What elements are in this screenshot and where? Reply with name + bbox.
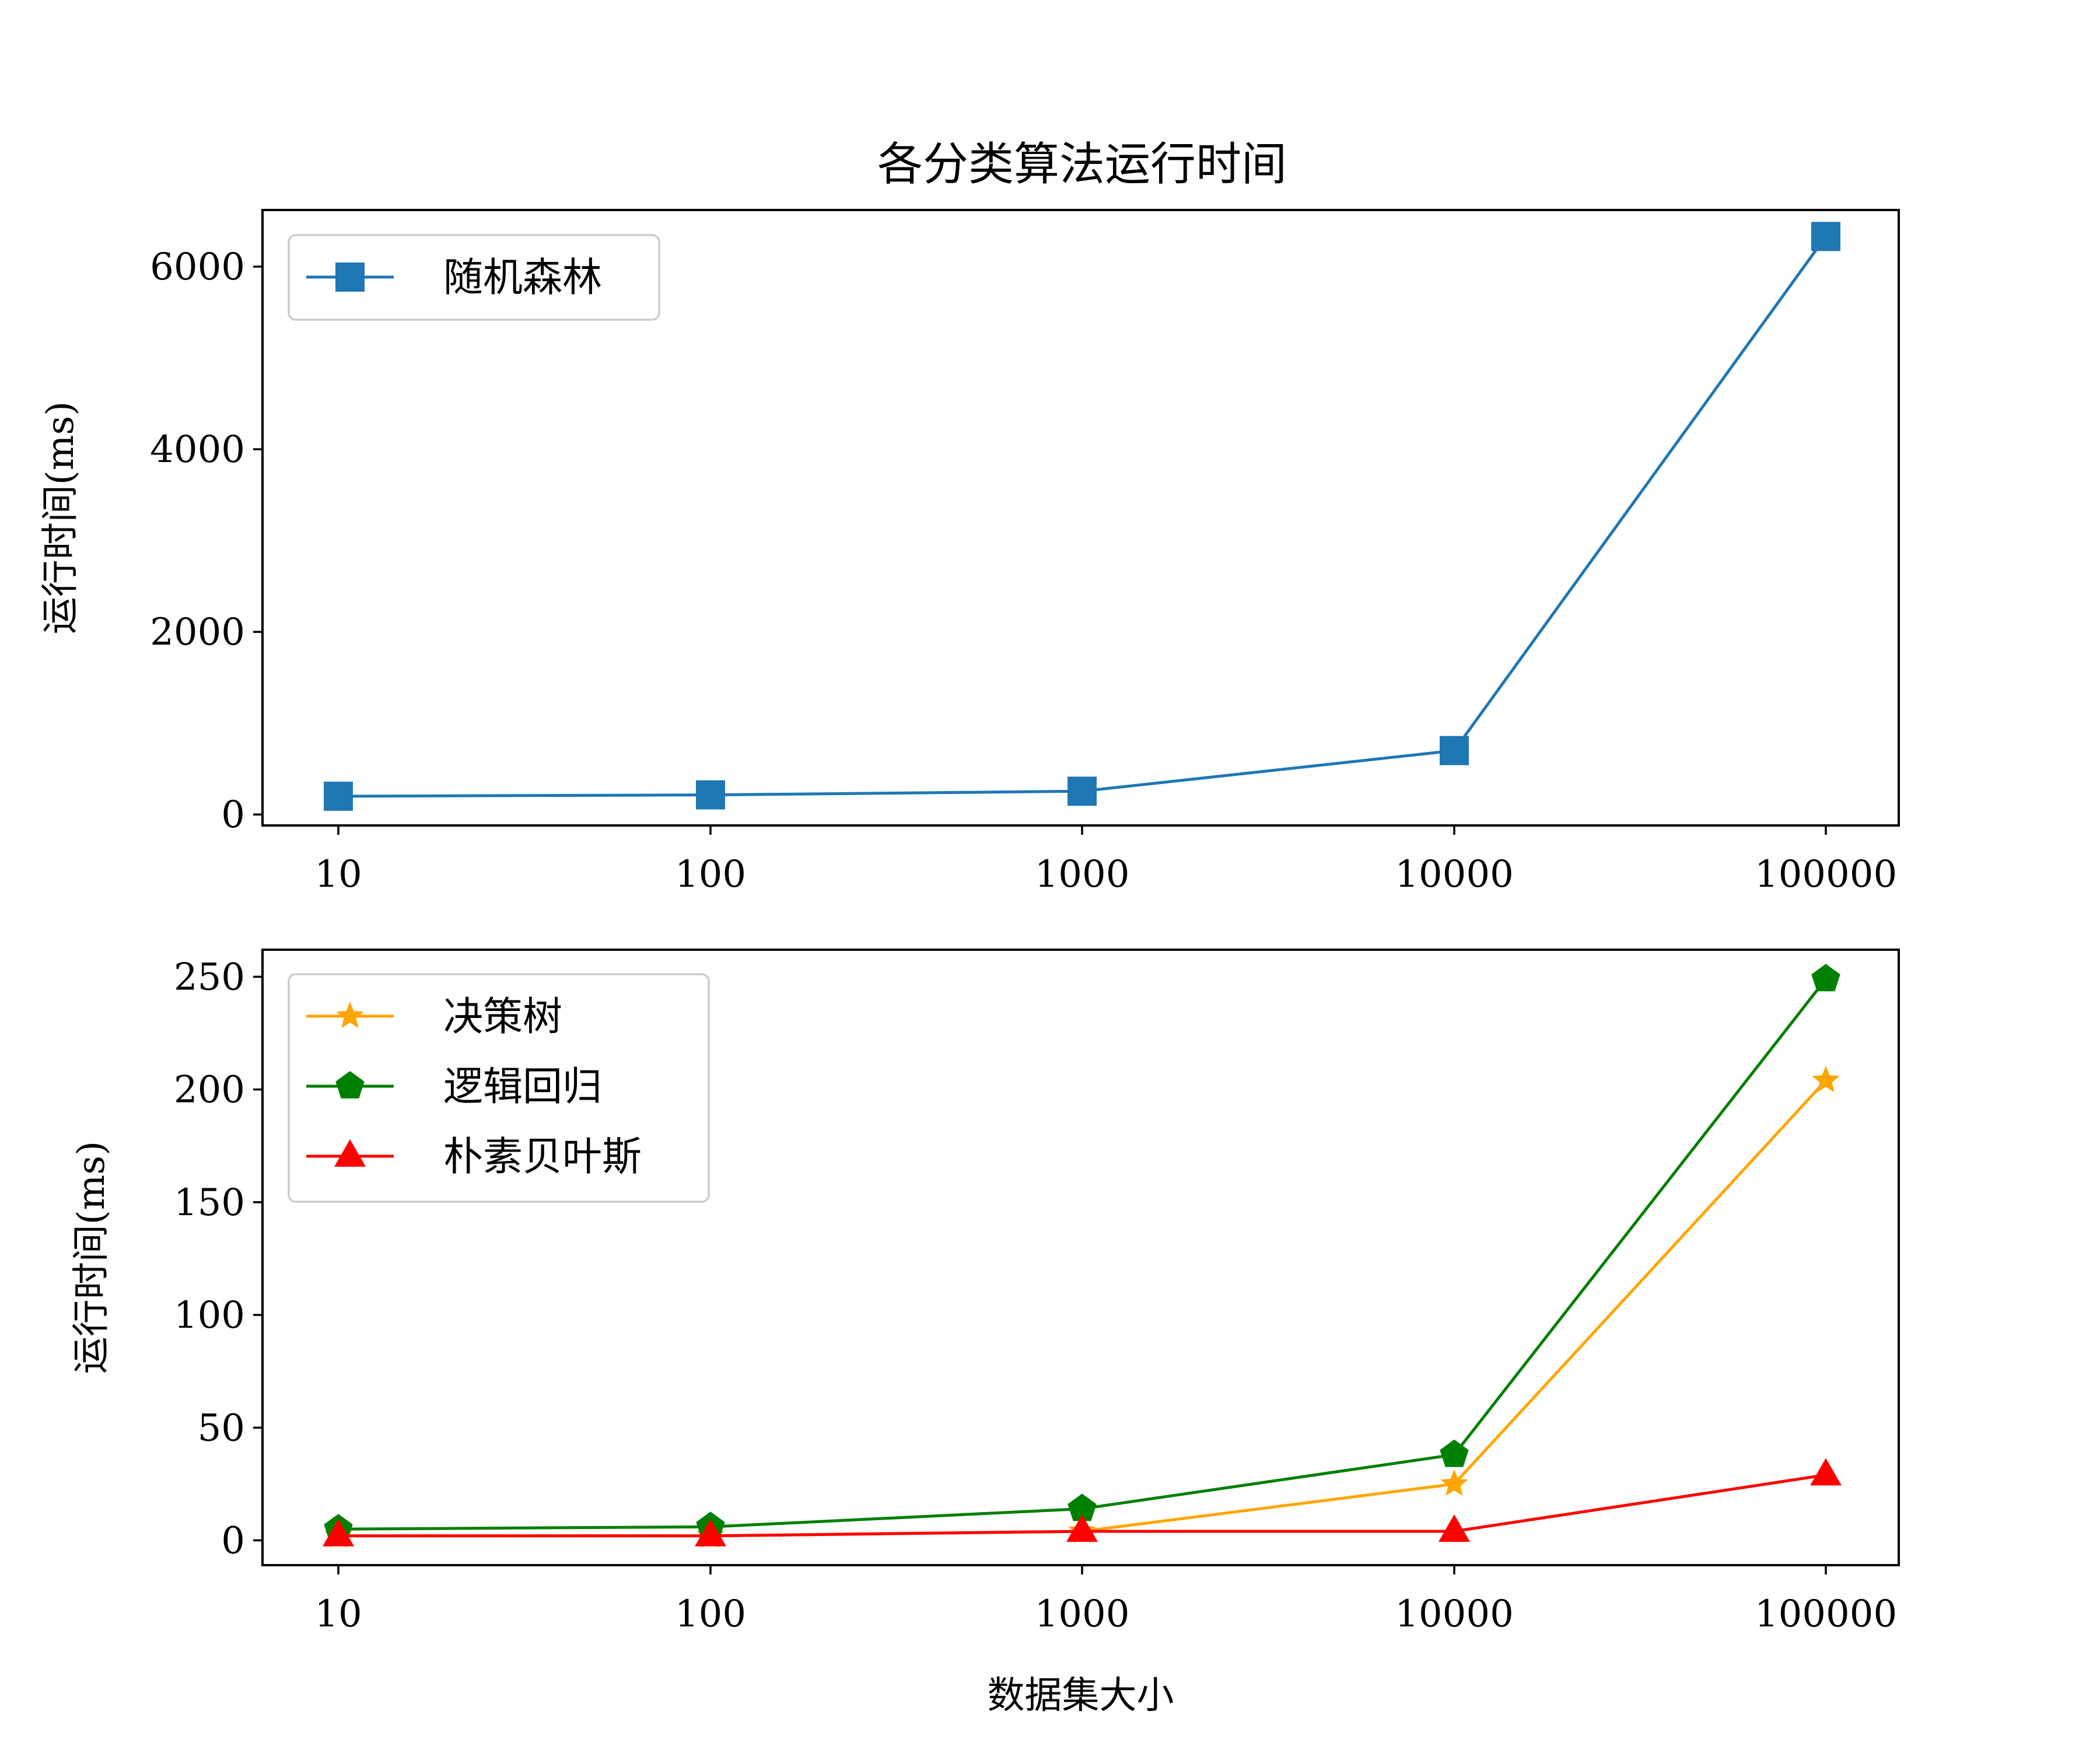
x-tick-label: 10000 [1395,853,1514,896]
legend: 随机森林 [289,235,659,320]
x-tick-label: 1000 [1035,853,1130,896]
x-tick-label: 10 [314,853,362,896]
legend-marker [335,263,365,292]
y-tick-label: 250 [174,956,245,999]
y-tick-label: 2000 [150,611,245,654]
chart-title: 各分类算法运行时间 [877,138,1287,191]
y-tick-label: 200 [174,1069,245,1112]
legend-label: 随机森林 [443,255,602,301]
data-point [1068,776,1097,806]
x-tick-label: 100000 [1755,853,1897,896]
y-axis-label: 运行时间(ms) [70,1141,113,1374]
y-tick-label: 150 [174,1181,245,1224]
data-point [1440,736,1469,765]
y-tick-label: 6000 [150,246,245,289]
legend-label: 决策树 [443,994,562,1040]
y-tick-label: 50 [198,1406,245,1450]
x-tick-label: 10 [314,1593,362,1636]
y-tick-label: 0 [221,793,245,837]
data-point [1811,222,1840,251]
x-tick-label: 100 [675,1593,746,1636]
y-tick-label: 100 [174,1294,245,1337]
x-tick-label: 1000 [1035,1593,1130,1636]
x-axis-label: 数据集大小 [988,1674,1174,1717]
legend-label: 逻辑回归 [443,1064,602,1110]
y-tick-label: 4000 [150,428,245,471]
data-point [324,782,353,811]
x-tick-label: 100 [675,853,746,896]
y-axis-label: 运行时间(ms) [39,401,82,634]
y-tick-label: 0 [221,1519,245,1562]
legend-label: 朴素贝叶斯 [443,1134,642,1180]
x-tick-label: 100000 [1755,1593,1897,1636]
x-tick-label: 10000 [1395,1593,1514,1636]
data-point [696,781,725,810]
